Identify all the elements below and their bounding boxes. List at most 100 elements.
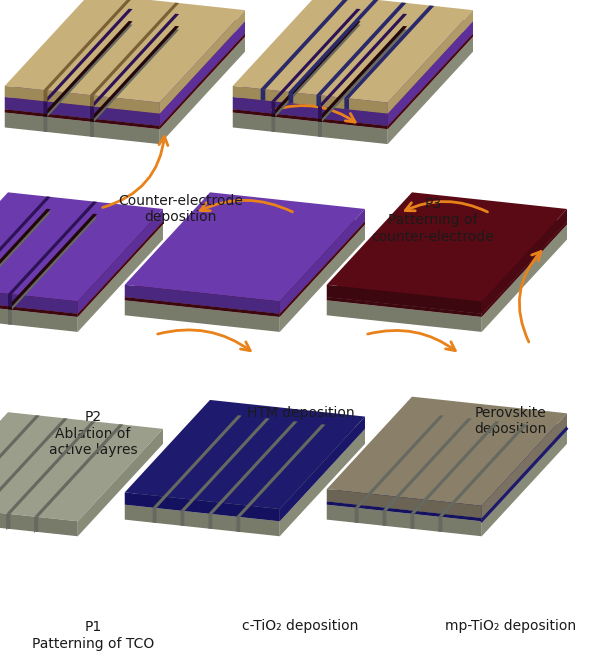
Polygon shape: [160, 21, 245, 126]
Polygon shape: [388, 10, 473, 114]
Polygon shape: [388, 33, 473, 129]
Polygon shape: [288, 92, 293, 103]
Polygon shape: [279, 209, 365, 314]
Polygon shape: [34, 517, 38, 532]
Polygon shape: [5, 20, 245, 129]
Polygon shape: [0, 284, 78, 314]
Polygon shape: [153, 508, 156, 523]
Polygon shape: [0, 300, 78, 332]
Polygon shape: [272, 21, 361, 114]
Polygon shape: [125, 505, 279, 536]
Polygon shape: [288, 0, 379, 92]
Polygon shape: [344, 5, 435, 98]
Polygon shape: [327, 208, 567, 317]
Polygon shape: [90, 3, 179, 95]
Polygon shape: [233, 97, 388, 126]
Polygon shape: [8, 294, 12, 307]
Polygon shape: [125, 400, 365, 509]
Polygon shape: [209, 513, 212, 529]
Polygon shape: [90, 29, 179, 122]
Text: c-TiO₂ deposition: c-TiO₂ deposition: [242, 619, 359, 632]
Polygon shape: [327, 505, 482, 536]
Polygon shape: [90, 95, 94, 107]
Polygon shape: [8, 214, 97, 307]
Polygon shape: [43, 24, 133, 117]
Polygon shape: [5, 86, 160, 114]
Polygon shape: [78, 224, 163, 332]
Polygon shape: [7, 421, 96, 514]
Polygon shape: [180, 511, 185, 526]
Polygon shape: [317, 3, 406, 95]
Polygon shape: [279, 224, 365, 332]
Polygon shape: [327, 412, 567, 521]
Text: Counter-electrode
deposition: Counter-electrode deposition: [118, 194, 243, 224]
Polygon shape: [90, 14, 179, 107]
Polygon shape: [236, 424, 326, 517]
Polygon shape: [78, 209, 163, 314]
Polygon shape: [355, 508, 359, 523]
Polygon shape: [160, 37, 245, 144]
Polygon shape: [43, 101, 47, 114]
Polygon shape: [5, 5, 245, 114]
Polygon shape: [438, 424, 528, 517]
Polygon shape: [125, 492, 279, 521]
Polygon shape: [355, 415, 444, 508]
Polygon shape: [78, 221, 163, 317]
Polygon shape: [482, 224, 567, 332]
Polygon shape: [482, 413, 567, 518]
Polygon shape: [318, 29, 407, 122]
Polygon shape: [410, 421, 499, 514]
Polygon shape: [125, 412, 365, 521]
Polygon shape: [388, 37, 473, 144]
Polygon shape: [5, 112, 160, 144]
Polygon shape: [160, 10, 245, 114]
Text: P3
Patterning of
counter-electrode: P3 Patterning of counter-electrode: [371, 198, 494, 244]
Polygon shape: [0, 212, 50, 305]
Polygon shape: [233, 109, 388, 129]
Polygon shape: [90, 118, 94, 122]
Polygon shape: [125, 300, 279, 332]
Polygon shape: [43, 113, 47, 117]
Polygon shape: [0, 412, 163, 521]
Polygon shape: [318, 106, 322, 119]
Polygon shape: [318, 122, 322, 137]
Polygon shape: [34, 424, 123, 517]
Polygon shape: [327, 205, 567, 314]
Polygon shape: [279, 221, 365, 317]
Polygon shape: [272, 101, 275, 114]
Polygon shape: [43, 90, 47, 101]
Polygon shape: [327, 192, 567, 301]
Polygon shape: [0, 505, 78, 536]
Polygon shape: [90, 26, 179, 119]
Polygon shape: [5, 97, 160, 126]
Polygon shape: [125, 284, 279, 314]
Polygon shape: [327, 300, 482, 332]
Polygon shape: [327, 397, 567, 506]
Polygon shape: [0, 209, 50, 301]
Polygon shape: [482, 209, 567, 314]
Text: P2
Ablation of
active layres: P2 Ablation of active layres: [49, 411, 138, 457]
Polygon shape: [0, 192, 163, 301]
Polygon shape: [125, 205, 365, 314]
Polygon shape: [7, 513, 10, 529]
Polygon shape: [318, 26, 407, 119]
Polygon shape: [233, 0, 473, 103]
Polygon shape: [0, 415, 40, 508]
Polygon shape: [388, 21, 473, 126]
Polygon shape: [327, 284, 482, 314]
Polygon shape: [0, 418, 68, 511]
Polygon shape: [0, 208, 163, 317]
Polygon shape: [272, 24, 361, 117]
Polygon shape: [233, 86, 388, 114]
Text: mp-TiO₂ deposition: mp-TiO₂ deposition: [445, 619, 576, 632]
Polygon shape: [279, 417, 365, 521]
Polygon shape: [8, 201, 97, 294]
Text: HTM deposition: HTM deposition: [246, 406, 355, 420]
Polygon shape: [482, 426, 567, 521]
Polygon shape: [233, 20, 473, 129]
Polygon shape: [327, 297, 482, 317]
Polygon shape: [5, 17, 245, 126]
Polygon shape: [272, 9, 361, 101]
Polygon shape: [410, 513, 414, 529]
Polygon shape: [327, 502, 482, 521]
